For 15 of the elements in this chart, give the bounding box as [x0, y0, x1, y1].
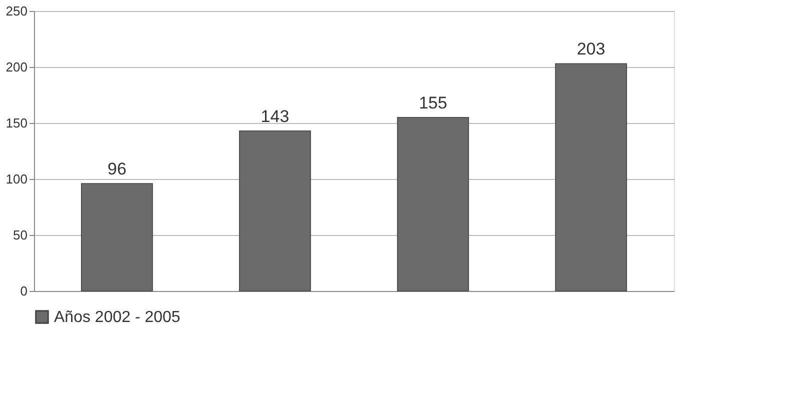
y-tick-label: 100 — [6, 172, 28, 186]
bar — [239, 130, 311, 292]
data-label: 143 — [260, 106, 290, 126]
data-label: 96 — [108, 159, 126, 178]
data-label: 203 — [576, 40, 606, 59]
y-tick-label: 50 — [13, 228, 28, 242]
bar — [555, 63, 627, 292]
bar — [81, 183, 153, 292]
y-tick-label: 0 — [20, 284, 28, 298]
y-tick-label: 200 — [6, 60, 28, 74]
y-tick-label: 150 — [6, 116, 28, 130]
bar — [397, 117, 469, 292]
y-tick-label: 250 — [6, 4, 28, 18]
data-label: 155 — [418, 93, 448, 112]
legend-label: Años 2002 - 2005 — [54, 309, 180, 326]
